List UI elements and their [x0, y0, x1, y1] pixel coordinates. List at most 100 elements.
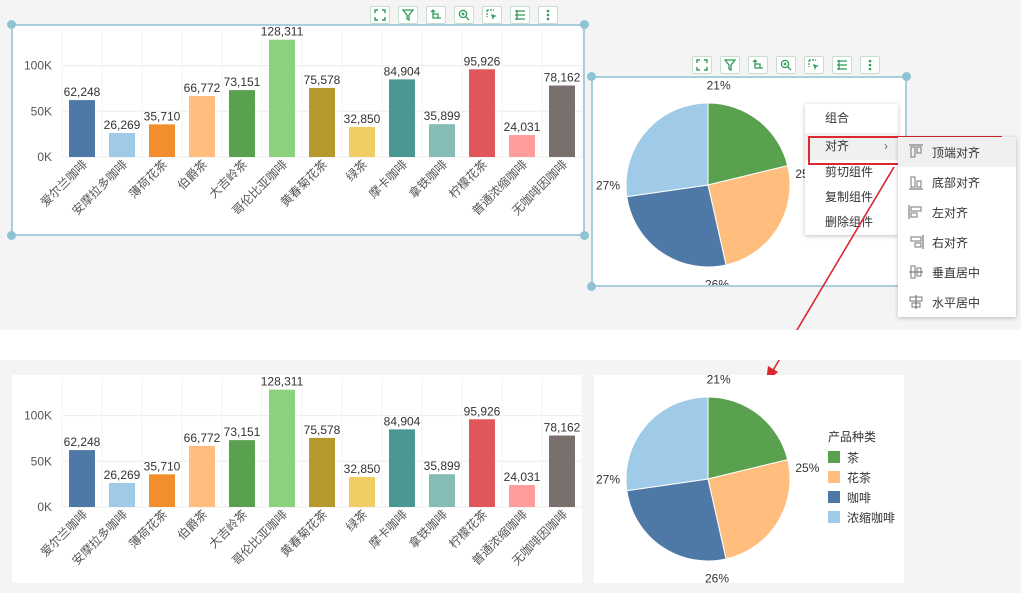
submenu-item-align-left[interactable]: 左对齐	[898, 197, 1016, 227]
category-label: 拿铁咖啡	[406, 157, 451, 202]
more-button[interactable]	[538, 6, 558, 24]
align-top-icon	[909, 144, 923, 158]
bar[interactable]	[309, 437, 335, 507]
legend-title: 产品种类	[828, 430, 877, 444]
zoom-button[interactable]	[776, 56, 796, 74]
legend-label: 花茶	[847, 470, 872, 485]
menu-item-label: 剪切组件	[825, 165, 874, 179]
list-button[interactable]	[510, 6, 530, 24]
resize-handle-bl[interactable]	[7, 231, 16, 240]
menu-item-delete[interactable]: 删除组件	[805, 210, 898, 235]
bar[interactable]	[509, 485, 535, 507]
more-button[interactable]	[860, 56, 880, 74]
pie-slice[interactable]	[625, 396, 709, 492]
filter-button[interactable]	[720, 56, 740, 74]
pie-chart-bottom: 21% 25% 26% 27%	[596, 373, 820, 586]
submenu-item-align-vcenter[interactable]: 垂直居中	[898, 257, 1016, 287]
drill-icon	[752, 59, 763, 69]
menu-item-label: 对齐	[825, 139, 850, 153]
fullscreen-button[interactable]	[370, 6, 390, 24]
bar[interactable]	[389, 429, 415, 507]
bar[interactable]	[109, 132, 135, 157]
legend-item[interactable]: 咖啡	[828, 487, 895, 507]
pie-chart-panel-bottom[interactable]: 21% 25% 26% 27% 产品种类 茶花茶咖啡 浓缩咖啡	[594, 373, 904, 586]
menu-item-group[interactable]: 组合	[805, 104, 898, 133]
data-label: 32,850	[344, 462, 381, 476]
bar-chart-panel-bottom[interactable]: 0K 50K 100K 62,248 爱尔兰咖啡 26,269 安摩拉多咖啡 35,710 薄荷…	[12, 375, 588, 583]
filter-button[interactable]	[398, 6, 418, 24]
pie-slice[interactable]	[626, 478, 727, 562]
fullscreen-button[interactable]	[692, 56, 712, 74]
submenu-item-align-hcenter[interactable]: 水平居中	[898, 287, 1016, 317]
pie-chart-top: 21%25%26%27%	[596, 79, 820, 292]
filter-icon	[402, 9, 414, 21]
data-label: 26,269	[104, 118, 141, 132]
menu-item-cut[interactable]: 剪切组件	[805, 160, 898, 185]
pie-slice[interactable]	[707, 459, 791, 560]
submenu-item-align-right[interactable]: 右对齐	[898, 227, 1016, 257]
resize-handle-tl[interactable]	[7, 20, 16, 29]
bar-chart-panel-top[interactable]: 0K 50K 100K 62,248 爱尔兰咖啡 26,269 安摩拉多咖啡 35,710 薄荷…	[12, 25, 588, 235]
drill-button[interactable]	[426, 6, 446, 24]
bar[interactable]	[229, 440, 255, 507]
bar[interactable]	[69, 100, 95, 157]
bar[interactable]	[149, 474, 175, 507]
data-label: 66,772	[184, 81, 221, 95]
bar[interactable]	[509, 135, 535, 157]
legend-item[interactable]: 茶	[828, 447, 895, 467]
resize-handle-br[interactable]	[580, 231, 589, 240]
bar[interactable]	[469, 419, 495, 507]
menu-item-align[interactable]: 对齐 ›	[805, 133, 898, 160]
legend-swatch	[828, 511, 840, 523]
menu-item-copy[interactable]: 复制组件	[805, 185, 898, 210]
submenu-item-align-top[interactable]: 顶端对齐	[898, 137, 1016, 167]
legend-item[interactable]: 花茶	[828, 467, 895, 487]
select-button[interactable]	[804, 56, 824, 74]
bar[interactable]	[69, 450, 95, 507]
pie-slice[interactable]	[707, 396, 789, 480]
legend-item[interactable]: 浓缩咖啡	[828, 507, 895, 527]
more-icon	[546, 9, 550, 21]
zoom-button[interactable]	[454, 6, 474, 24]
bar[interactable]	[549, 85, 575, 157]
select-icon	[808, 59, 819, 70]
bar[interactable]	[269, 39, 295, 157]
category-label: 伯爵茶	[174, 507, 210, 543]
bar[interactable]	[149, 124, 175, 157]
bar[interactable]	[549, 435, 575, 507]
resize-handle-tl[interactable]	[587, 72, 596, 81]
resize-handle-tr[interactable]	[902, 72, 911, 81]
submenu-item-label: 右对齐	[932, 235, 969, 250]
select-button[interactable]	[482, 6, 502, 24]
align-left-icon	[908, 205, 922, 219]
data-label: 62,248	[64, 435, 101, 449]
bar[interactable]	[429, 474, 455, 507]
percent-label: 21%	[707, 79, 731, 93]
align-vcenter-icon	[909, 265, 923, 279]
bar[interactable]	[229, 90, 255, 157]
bar-chart-top: 0K50K100K62,248爱尔兰咖啡26,269安摩拉多咖啡35,710薄荷…	[24, 25, 588, 218]
submenu-item-label: 顶端对齐	[932, 145, 981, 160]
bar[interactable]	[469, 69, 495, 157]
bar[interactable]	[349, 126, 375, 157]
pie-slice[interactable]	[626, 184, 727, 268]
bar[interactable]	[429, 124, 455, 157]
bar[interactable]	[189, 95, 215, 157]
resize-handle-bl[interactable]	[587, 282, 596, 291]
bar[interactable]	[269, 389, 295, 507]
drill-button[interactable]	[748, 56, 768, 74]
bar[interactable]	[109, 482, 135, 507]
bar[interactable]	[389, 79, 415, 157]
pie-slice[interactable]	[707, 102, 789, 186]
list-button[interactable]	[832, 56, 852, 74]
data-label: 73,151	[224, 425, 261, 439]
category-label: 摩卡咖啡	[366, 507, 411, 552]
y-tick-label: 50K	[31, 104, 52, 118]
bar[interactable]	[189, 445, 215, 507]
resize-handle-tr[interactable]	[580, 20, 589, 29]
pie-slice[interactable]	[625, 102, 709, 198]
align-bottom-icon	[909, 176, 923, 190]
submenu-item-align-bottom[interactable]: 底部对齐	[898, 167, 1016, 197]
bar[interactable]	[349, 476, 375, 507]
bar[interactable]	[309, 87, 335, 157]
